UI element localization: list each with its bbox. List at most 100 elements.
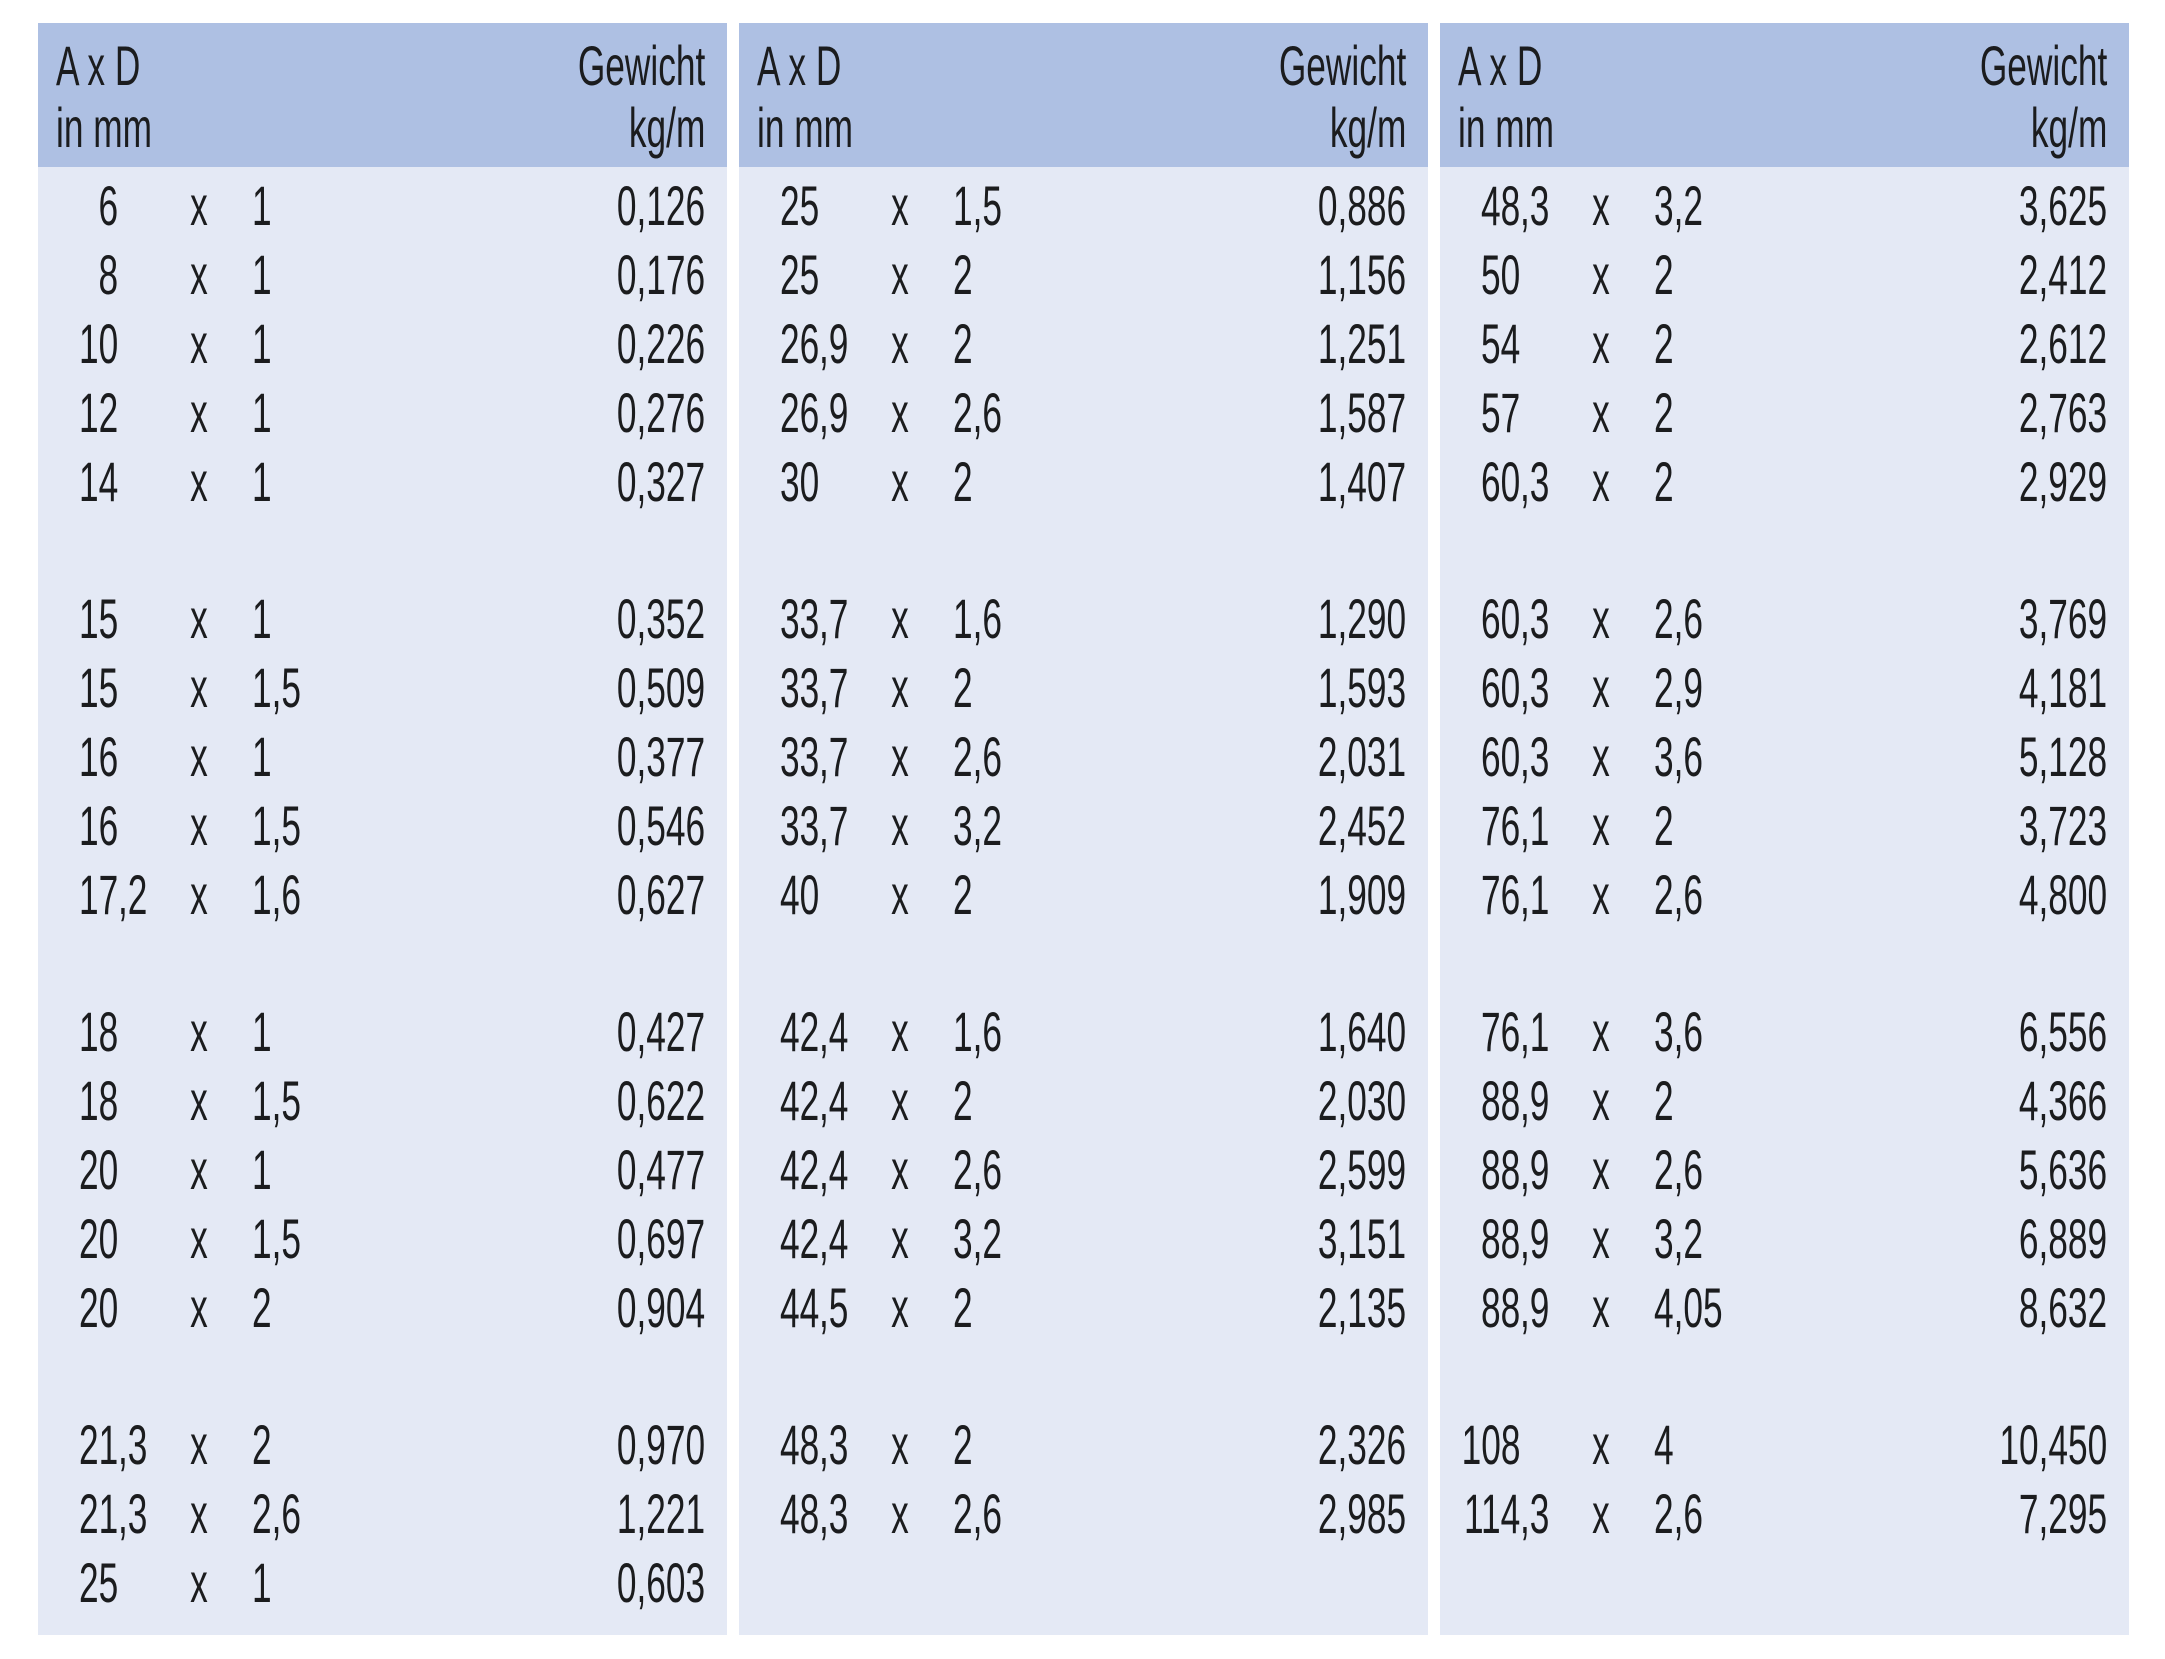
weight-value-text: 3,625 <box>2018 174 2107 237</box>
table-row: 76,1 x 3,6 6,556 <box>1440 997 2129 1066</box>
weight-table-2: A x D in mm Gewicht kg/m 25 x 1,5 0,886 25 x 2… <box>739 23 1428 1635</box>
dimension-d: 1 <box>252 242 422 307</box>
dimension-d: 1 <box>252 380 422 445</box>
dimension-a-fraction-text: ,3 <box>1520 656 1550 719</box>
weight-value: 5,636 <box>1824 1137 2107 1202</box>
dimension-a-fraction: ,7 <box>819 655 867 720</box>
weight-header-line2: kg/m <box>628 96 705 159</box>
table-row: 60,3 x 3,6 5,128 <box>1440 722 2129 791</box>
dimension-separator-text: x <box>1592 312 1610 375</box>
dimension-a-fraction: ,9 <box>819 380 867 445</box>
dimension-a-integer-text: 18 <box>78 1000 118 1063</box>
dimension-a-fraction-text: ,7 <box>819 794 849 857</box>
dimension-d-text: 2 <box>953 312 973 375</box>
dimension-d-text: 2 <box>953 1276 973 1339</box>
dimension-a-integer-text: 15 <box>78 587 118 650</box>
dimension-d-text: 2,9 <box>1654 656 1704 719</box>
dimension-a-integer-text: 42 <box>779 1069 819 1132</box>
weight-value: 2,412 <box>1824 242 2107 307</box>
dimension-separator: x <box>885 242 915 307</box>
dimension-d: 2,6 <box>1654 1137 1824 1202</box>
dimension-separator-text: x <box>1592 794 1610 857</box>
weight-value-text: 0,603 <box>616 1551 705 1614</box>
table-header: A x D in mm Gewicht kg/m <box>739 23 1428 167</box>
dimension-a-fraction-text: ,3 <box>118 1413 148 1476</box>
dimension-a-fraction: ,4 <box>819 1068 867 1133</box>
dimension-d-text: 2 <box>1654 381 1674 444</box>
dimension-a-integer-text: 20 <box>78 1207 118 1270</box>
dim-header-line1: A x D <box>56 34 141 97</box>
table-row: 16 x 1,5 0,546 <box>38 791 727 860</box>
dimension-separator-text: x <box>891 794 909 857</box>
dimension-a-fraction: ,9 <box>1520 1137 1568 1202</box>
dimension-separator: x <box>885 1137 915 1202</box>
dimension-a-fraction: ,3 <box>118 1481 166 1546</box>
dimension-d-text: 1 <box>252 1138 272 1201</box>
dimension-a-fraction: ,1 <box>1520 793 1568 858</box>
dimension-d: 1 <box>252 173 422 238</box>
table-row: 21,3 x 2 0,970 <box>38 1410 727 1479</box>
dimension-a-fraction: ,3 <box>1520 173 1568 238</box>
dimension-separator-text: x <box>190 1413 208 1476</box>
dimension-a-fraction-text: ,7 <box>819 725 849 788</box>
table-row: 15 x 1 0,352 <box>38 584 727 653</box>
dimension-a-integer: 60 <box>1458 449 1520 514</box>
dimension-separator: x <box>1586 862 1616 927</box>
table-row: 8 x 1 0,176 <box>38 240 727 309</box>
weight-value-text: 2,612 <box>2018 312 2107 375</box>
weight-header-line1: Gewicht <box>1979 34 2107 97</box>
dimension-a-integer-text: 60 <box>1480 587 1520 650</box>
dimension-separator-text: x <box>190 794 208 857</box>
dimension-separator-text: x <box>190 1138 208 1201</box>
dimension-a-integer: 12 <box>56 380 118 445</box>
table-row: 88,9 x 3,2 6,889 <box>1440 1204 2129 1273</box>
weight-value-text: 0,377 <box>616 725 705 788</box>
dimension-separator-text: x <box>1592 381 1610 444</box>
dimension-a-fraction-text: ,9 <box>1520 1276 1550 1339</box>
dimension-separator-text: x <box>891 312 909 375</box>
dimension-a-integer: 50 <box>1458 242 1520 307</box>
table-row: 88,9 x 4,05 8,632 <box>1440 1273 2129 1342</box>
dimension-d: 1,6 <box>252 862 422 927</box>
dimension-d: 1 <box>252 1137 422 1202</box>
dimension-d: 3,6 <box>1654 724 1824 789</box>
dimension-separator: x <box>184 655 214 720</box>
dimension-separator: x <box>885 793 915 858</box>
dimension-d: 2,6 <box>1654 862 1824 927</box>
dimension-a-fraction-text: ,9 <box>819 312 849 375</box>
weight-value-text: 0,276 <box>616 381 705 444</box>
table-row: 42,4 x 2 2,030 <box>739 1066 1428 1135</box>
table-row: 33,7 x 2,6 2,031 <box>739 722 1428 791</box>
dimension-d-text: 1,5 <box>252 1069 302 1132</box>
dimension-d-text: 1 <box>252 312 272 375</box>
dimension-d: 1,5 <box>953 173 1123 238</box>
dimension-separator: x <box>1586 380 1616 445</box>
dimension-separator: x <box>885 586 915 651</box>
weight-value-text: 0,697 <box>616 1207 705 1270</box>
dimension-d: 2 <box>953 1068 1123 1133</box>
weight-value: 10,450 <box>1824 1412 2107 1477</box>
weight-value-text: 2,326 <box>1317 1413 1406 1476</box>
dimension-a-integer-text: 20 <box>78 1276 118 1339</box>
dimension-d: 3,2 <box>953 1206 1123 1271</box>
dimension-a-integer-text: 40 <box>779 863 819 926</box>
dimension-d-text: 1 <box>252 1000 272 1063</box>
dimension-a-integer: 42 <box>757 1137 819 1202</box>
dimension-a-integer: 18 <box>56 999 118 1064</box>
dimension-a-integer: 76 <box>1458 793 1520 858</box>
dimension-d: 2,6 <box>953 380 1123 445</box>
dimension-separator: x <box>184 999 214 1064</box>
dimension-a-fraction: ,7 <box>819 586 867 651</box>
dimension-separator-text: x <box>891 587 909 650</box>
dimension-a-integer: 48 <box>1458 173 1520 238</box>
dimension-separator-text: x <box>891 381 909 444</box>
dimension-d: 2 <box>953 1412 1123 1477</box>
weight-column-header: Gewicht kg/m <box>503 35 705 167</box>
dimension-a-integer: 88 <box>1458 1206 1520 1271</box>
dimension-a-integer: 20 <box>56 1137 118 1202</box>
dimension-d: 1 <box>252 311 422 376</box>
dimension-a-integer-text: 18 <box>78 1069 118 1132</box>
weight-value-text: 4,800 <box>2018 863 2107 926</box>
dimension-a-integer: 25 <box>56 1550 118 1615</box>
dimension-separator: x <box>1586 449 1616 514</box>
